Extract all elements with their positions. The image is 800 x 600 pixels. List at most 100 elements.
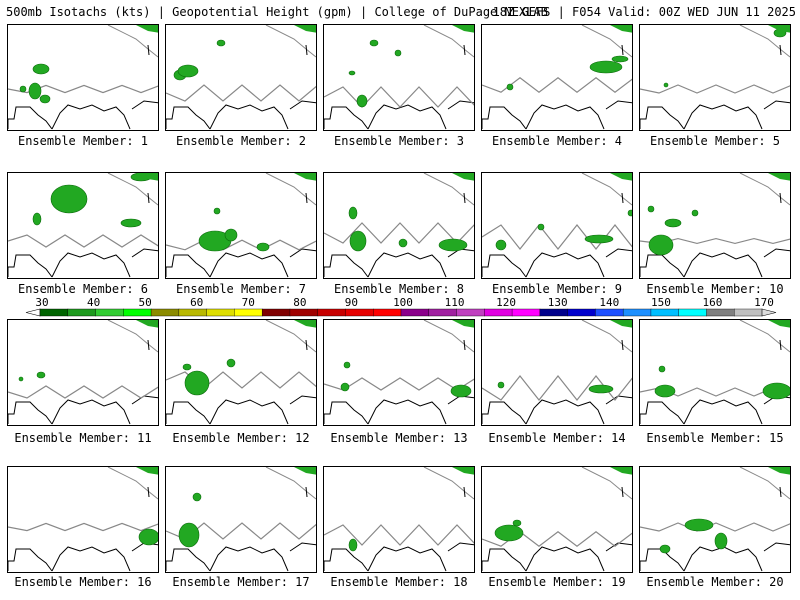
border-line xyxy=(107,467,158,500)
isotach-region xyxy=(294,467,316,475)
isotach-region xyxy=(216,39,226,47)
colorbar-svg xyxy=(25,308,777,317)
lake-marker xyxy=(147,44,150,56)
isotach-region xyxy=(120,218,142,228)
coastline xyxy=(8,100,158,130)
ensemble-member-map-panel xyxy=(165,172,317,279)
member-caption: Ensemble Member: 13 xyxy=(330,431,468,445)
isotach-region xyxy=(610,320,632,328)
colorbar-swatch xyxy=(373,308,402,317)
ensemble-member-map-panel xyxy=(639,172,791,279)
member-map xyxy=(482,320,632,425)
lake-marker xyxy=(621,44,624,56)
isotach-region xyxy=(512,519,522,527)
member-caption: Ensemble Member: 3 xyxy=(333,134,465,148)
member-map xyxy=(166,467,316,572)
member-caption: Ensemble Member: 4 xyxy=(491,134,623,148)
border-line xyxy=(581,173,632,206)
ensemble-member-map-panel xyxy=(639,24,791,131)
colorbar-tick-label: 120 xyxy=(496,296,517,309)
product-title: 500mb Isotachs (kts) | Geopotential Heig… xyxy=(6,5,548,19)
ensemble-member-map-panel xyxy=(7,466,159,573)
colorbar-swatch xyxy=(511,308,541,317)
isotach-region xyxy=(192,492,202,502)
colorbar-swatch xyxy=(206,308,235,317)
isotach-region xyxy=(348,206,358,220)
isotach-region xyxy=(182,363,192,371)
coastline xyxy=(8,395,158,425)
border-line xyxy=(581,25,632,58)
height-contour xyxy=(166,84,316,102)
isotach-region xyxy=(610,173,632,181)
member-caption: Ensemble Member: 5 xyxy=(649,134,781,148)
member-caption: Ensemble Member: 2 xyxy=(175,134,307,148)
ensemble-member-map-panel xyxy=(7,172,159,279)
member-caption: Ensemble Member: 19 xyxy=(488,575,626,589)
border-line xyxy=(739,320,790,353)
isotach-region xyxy=(610,467,632,475)
coastline xyxy=(482,542,632,572)
colorbar-swatch xyxy=(622,308,652,317)
isotach-region xyxy=(226,358,236,368)
isotach-region xyxy=(32,63,50,75)
ensemble-member-map-panel xyxy=(165,319,317,426)
isotach-region xyxy=(647,205,655,213)
colorbar-swatch xyxy=(539,308,569,317)
colorbar-swatch xyxy=(567,308,596,317)
member-map xyxy=(640,467,790,572)
isotach-region xyxy=(584,234,614,244)
member-caption: Ensemble Member: 6 xyxy=(17,282,149,296)
member-caption: Ensemble Member: 18 xyxy=(330,575,468,589)
isotach-region xyxy=(537,223,545,231)
isotach-region xyxy=(136,467,158,475)
isotach-region xyxy=(589,60,623,74)
border-line xyxy=(423,467,474,500)
member-caption: Ensemble Member: 1 xyxy=(17,134,149,148)
isotach-region xyxy=(349,230,367,252)
isotach-region xyxy=(36,371,46,379)
coastline xyxy=(482,395,632,425)
colorbar-swatch xyxy=(428,308,458,317)
isotach-colorbar xyxy=(0,0,800,317)
isotach-region xyxy=(450,384,472,398)
member-map xyxy=(482,25,632,130)
member-map xyxy=(166,173,316,278)
colorbar-swatch xyxy=(234,308,263,317)
colorbar-tick-label: 110 xyxy=(444,296,465,309)
lake-marker xyxy=(779,486,782,498)
ensemble-member-map-panel xyxy=(639,319,791,426)
isotach-region xyxy=(494,524,524,542)
ensemble-member-map-panel xyxy=(481,466,633,573)
member-map xyxy=(324,320,474,425)
lake-marker xyxy=(463,192,466,204)
colorbar-swatch xyxy=(734,308,763,317)
ensemble-member-map-panel xyxy=(165,466,317,573)
member-caption: Ensemble Member: 20 xyxy=(646,575,784,589)
coastline xyxy=(166,248,316,278)
lake-marker xyxy=(305,339,308,351)
colorbar-swatch xyxy=(345,308,374,317)
isotach-region xyxy=(506,83,514,91)
isotach-region xyxy=(19,85,27,93)
isotach-region xyxy=(32,212,42,226)
isotach-region xyxy=(714,532,728,550)
isotach-region xyxy=(340,382,350,392)
isotach-region xyxy=(136,25,158,33)
colorbar-tick-label: 160 xyxy=(702,296,723,309)
colorbar-swatch xyxy=(95,308,124,317)
coastline xyxy=(8,542,158,572)
border-line xyxy=(739,467,790,500)
coastline xyxy=(166,100,316,130)
colorbar-tick-label: 50 xyxy=(138,296,152,309)
isotach-region xyxy=(663,82,669,88)
ensemble-member-map-panel xyxy=(323,319,475,426)
ensemble-member-map-panel xyxy=(481,172,633,279)
member-caption: Ensemble Member: 12 xyxy=(172,431,310,445)
member-caption: Ensemble Member: 10 xyxy=(646,282,784,296)
isotach-region xyxy=(452,173,474,181)
run-valid-time: 18Z GEFS | F054 Valid: 00Z WED JUN 11 20… xyxy=(492,5,796,19)
member-map xyxy=(640,320,790,425)
isotach-region xyxy=(398,238,408,248)
ensemble-member-map-panel xyxy=(639,466,791,573)
height-contour xyxy=(482,77,632,93)
